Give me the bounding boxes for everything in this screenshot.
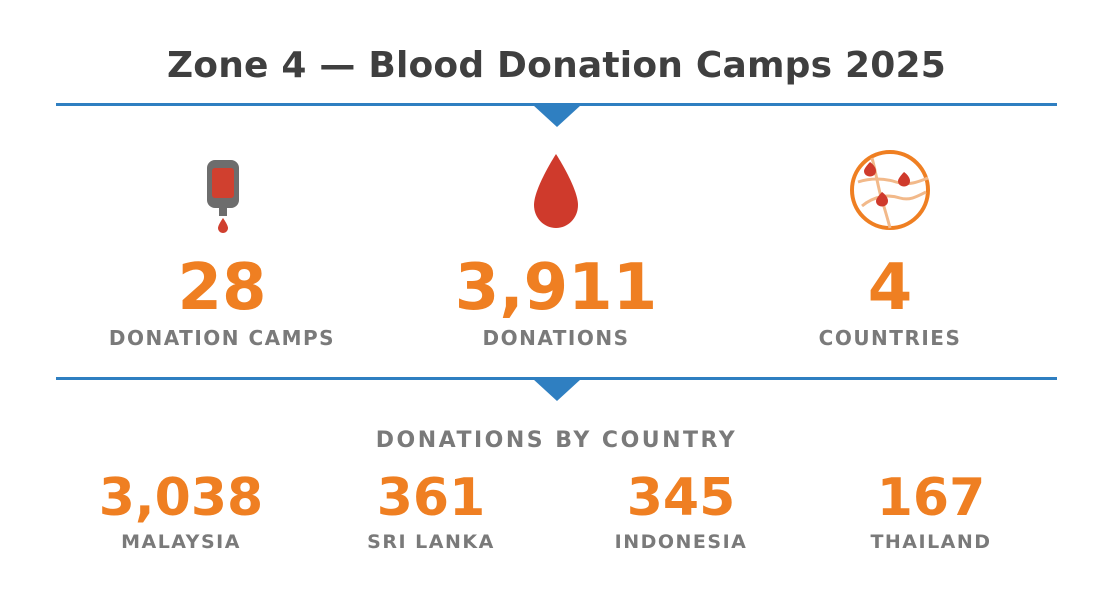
middle-divider xyxy=(56,377,1057,380)
country-value-malaysia: 3,038 xyxy=(98,468,264,528)
blood-bag-icon xyxy=(203,158,243,238)
blood-drop-icon xyxy=(531,152,581,234)
stat-camps-value: 28 xyxy=(177,251,267,325)
country-value-indonesia: 345 xyxy=(626,468,736,528)
top-divider-pointer xyxy=(533,105,581,127)
stat-countries-label: COUNTRIES xyxy=(818,326,962,350)
middle-divider-pointer xyxy=(533,379,581,401)
top-divider xyxy=(56,103,1057,106)
stat-camps-label: DONATION CAMPS xyxy=(108,326,336,350)
stat-countries-value: 4 xyxy=(867,251,913,325)
country-label-sri-lanka: SRI LANKA xyxy=(367,531,495,553)
country-label-indonesia: INDONESIA xyxy=(614,531,748,553)
country-label-thailand: THAILAND xyxy=(870,531,992,553)
map-pins-icon xyxy=(848,148,932,236)
page-title: Zone 4 — Blood Donation Camps 2025 xyxy=(166,45,946,86)
country-value-thailand: 167 xyxy=(876,468,986,528)
section-heading: DONATIONS BY COUNTRY xyxy=(375,428,738,453)
country-value-sri-lanka: 361 xyxy=(376,468,486,528)
stat-donations-label: DONATIONS xyxy=(482,326,630,350)
stat-donations-value: 3,911 xyxy=(454,251,658,325)
country-label-malaysia: MALAYSIA xyxy=(121,531,241,553)
